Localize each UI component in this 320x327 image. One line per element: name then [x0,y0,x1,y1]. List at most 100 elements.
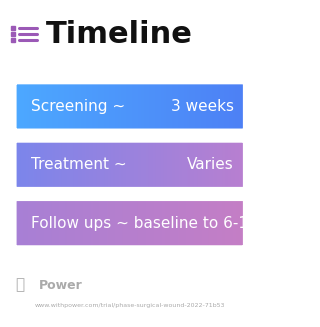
Bar [83,143,84,187]
Bar [78,143,80,187]
Bar [92,143,93,187]
Bar [199,84,201,129]
Bar [49,143,50,187]
Bar [129,84,130,129]
Bar [167,201,169,246]
Bar [147,84,148,129]
Bar [153,143,154,187]
Bar [230,143,232,187]
Bar [211,84,212,129]
Bar [234,143,235,187]
Bar [50,143,51,187]
Bar [106,84,107,129]
Bar [161,84,162,129]
Bar [77,143,79,187]
Bar [63,201,65,246]
Text: Treatment ~: Treatment ~ [31,157,126,172]
Bar [113,84,114,129]
Bar [53,143,55,187]
Bar [148,143,149,187]
Bar [51,201,52,246]
Bar [33,84,34,129]
Bar [171,143,172,187]
Bar [99,84,100,129]
Bar [59,84,60,129]
Bar [35,143,36,187]
Bar [77,84,79,129]
Bar [135,84,137,129]
Bar [207,201,209,246]
Bar [231,84,233,129]
Bar [111,143,113,187]
Bar [209,84,210,129]
Bar [158,201,160,246]
Bar [73,84,74,129]
Bar [198,84,200,129]
Bar [169,143,170,187]
Bar [202,84,203,129]
Bar [110,143,112,187]
Bar [100,84,101,129]
Bar [131,143,132,187]
Bar [227,84,228,129]
Bar [36,84,37,129]
Bar [122,143,123,187]
Bar [217,201,218,246]
Bar [71,201,73,246]
Bar [60,201,61,246]
Bar [172,143,173,187]
Bar [107,143,108,187]
Bar [92,201,93,246]
Bar [37,201,39,246]
Bar [126,143,128,187]
Bar [95,84,97,129]
Bar [167,143,169,187]
Bar [218,84,219,129]
Bar [25,201,26,246]
Bar [81,143,82,187]
Bar [186,84,187,129]
Bar [105,201,106,246]
Bar [185,201,186,246]
Bar [210,84,211,129]
Bar [233,143,234,187]
Bar [150,84,152,129]
Bar [23,84,25,129]
Bar [226,143,227,187]
Bar [198,201,200,246]
Bar [26,84,27,129]
Bar [204,143,205,187]
Bar [146,201,147,246]
Bar [222,84,224,129]
Bar [188,201,189,246]
Bar [135,201,137,246]
Bar [221,143,222,187]
Bar [125,143,127,187]
Bar [31,84,33,129]
Bar [165,84,166,129]
Bar [47,143,49,187]
Bar [180,143,181,187]
Bar [38,84,40,129]
Bar [87,143,89,187]
Text: Power: Power [39,279,82,292]
Bar [17,84,18,129]
Bar [124,143,125,187]
Bar [118,143,120,187]
Bar [229,201,230,246]
Bar [130,84,131,129]
Bar [155,201,156,246]
Bar [214,201,216,246]
Bar [45,201,47,246]
Bar [131,201,132,246]
Bar [99,143,100,187]
Bar [94,143,96,187]
Bar [100,201,101,246]
Bar [74,84,75,129]
Bar [22,201,24,246]
Bar [44,201,45,246]
Bar [92,84,93,129]
Bar [17,143,18,187]
Bar [50,84,51,129]
Bar [33,143,34,187]
